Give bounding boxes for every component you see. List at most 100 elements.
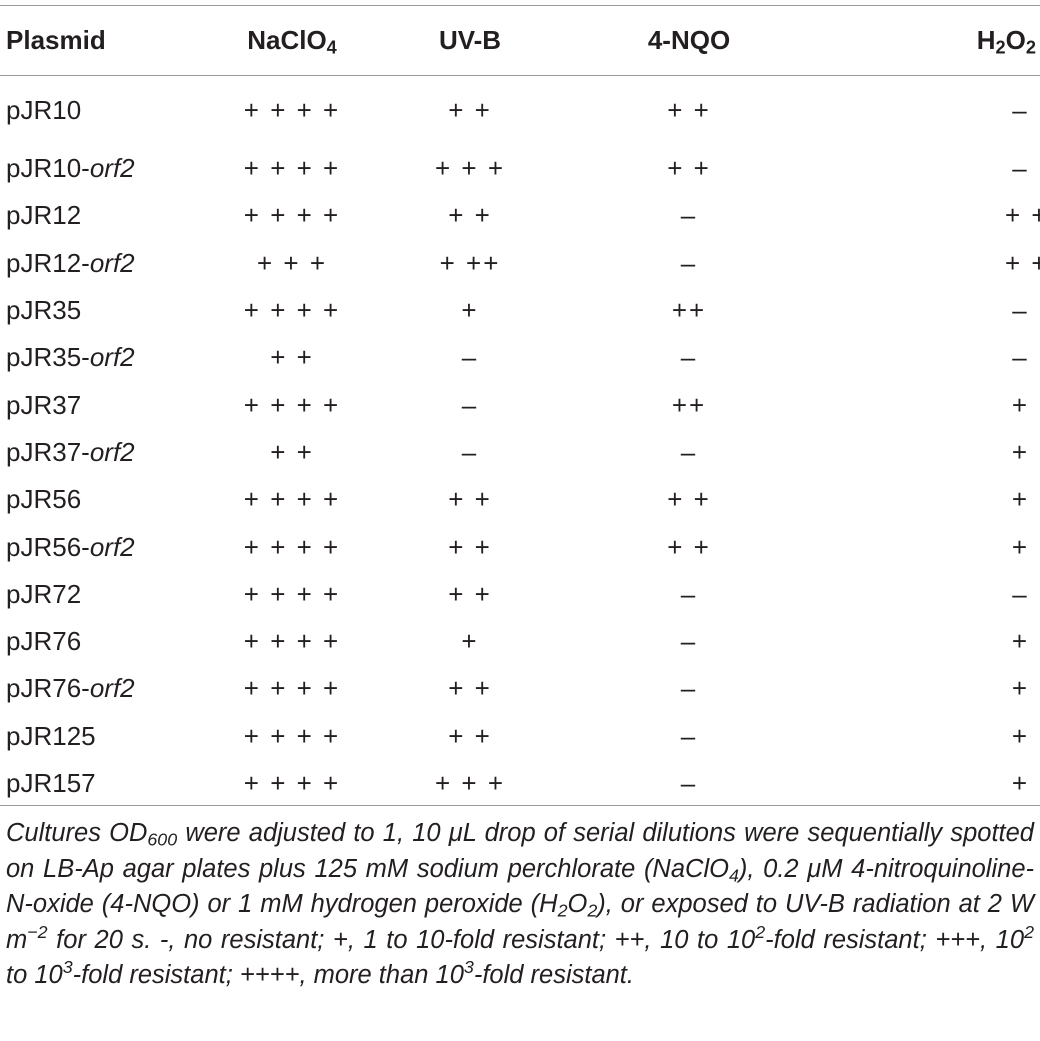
h2o2-cell: – xyxy=(1012,94,1029,125)
table-row: pJR76 + + + + + – + xyxy=(6,618,1036,665)
table-footnote: Cultures OD600 were adjusted to 1, 10 μL… xyxy=(6,819,1034,989)
h2o2-cell: – xyxy=(1012,578,1029,609)
header-row: Plasmid NaClO4 UV-B 4-NQO H2O2 xyxy=(6,6,1036,75)
uvb-cell: + + xyxy=(448,94,492,125)
naclo4-cell: + + + xyxy=(257,247,327,278)
table-row: pJR10 + + + + + + + + – xyxy=(6,75,1036,145)
h2o2-cell: + xyxy=(1011,436,1030,467)
nqo-cell: – xyxy=(680,436,698,467)
h2o2-cell: + xyxy=(1011,531,1030,562)
naclo4-cell: + + + + xyxy=(243,626,341,657)
nqo-cell: ++ xyxy=(671,295,707,326)
uvb-cell: + + + xyxy=(435,768,505,798)
uvb-cell: + + xyxy=(448,484,492,515)
nqo-cell: – xyxy=(680,247,698,278)
h2o2-cell: + xyxy=(1011,768,1030,798)
h2o2-cell: + xyxy=(1011,626,1030,657)
header-4nqo: 4-NQO xyxy=(647,25,731,55)
plasmid-cell: pJR12 xyxy=(6,200,82,231)
table-row: pJR72 + + + + + + – – xyxy=(6,571,1036,618)
uvb-cell: + xyxy=(461,626,479,657)
naclo4-cell: + + + + xyxy=(243,200,341,231)
uvb-cell: + + xyxy=(448,578,492,609)
plasmid-cell: pJR35-orf2 xyxy=(6,342,135,373)
naclo4-cell: + + + + xyxy=(243,295,341,326)
naclo4-cell: + + + + xyxy=(243,531,341,562)
h2o2-cell: + + xyxy=(1005,200,1040,231)
table-row: pJR37-orf2 + + – – + xyxy=(6,429,1036,476)
table-row: pJR35-orf2 + + – – – xyxy=(6,334,1036,381)
plasmid-cell: pJR76-orf2 xyxy=(6,673,135,704)
h2o2-cell: + xyxy=(1011,389,1030,420)
header-plasmid: Plasmid xyxy=(6,25,106,55)
plasmid-cell: pJR56-orf2 xyxy=(6,531,135,562)
resistance-table: Plasmid NaClO4 UV-B 4-NQO H2O2 pJR10 + + … xyxy=(6,6,1040,807)
uvb-cell: + + xyxy=(448,720,492,751)
h2o2-cell: – xyxy=(1012,342,1029,373)
uvb-cell: + + xyxy=(448,673,492,704)
header-uvb: UV-B xyxy=(438,25,502,55)
nqo-cell: + + xyxy=(667,531,711,562)
header-h2o2: H2O2 xyxy=(976,25,1036,58)
table-row: pJR76-orf2 + + + + + + – + xyxy=(6,665,1036,712)
h2o2-cell: + xyxy=(1011,720,1030,751)
h2o2-cell: – xyxy=(1012,153,1029,184)
nqo-cell: – xyxy=(680,200,698,231)
plasmid-cell: pJR56 xyxy=(6,484,82,515)
nqo-cell: + + xyxy=(667,153,711,184)
uvb-cell: – xyxy=(461,389,479,420)
uvb-cell: + xyxy=(461,295,479,326)
table-body: pJR10 + + + + + + + + – pJR10-orf2 + + + + + + … xyxy=(6,75,1040,807)
table-row: pJR125 + + + + + + – + xyxy=(6,713,1036,760)
naclo4-cell: + + + + xyxy=(243,389,341,420)
naclo4-cell: + + + + xyxy=(243,673,341,704)
plasmid-cell: pJR76 xyxy=(6,626,82,657)
uvb-cell: + + + xyxy=(435,153,505,184)
plasmid-cell: pJR72 xyxy=(6,578,82,609)
table-row: pJR56 + + + + + + + + + xyxy=(6,476,1036,523)
h2o2-cell: + + xyxy=(1005,247,1040,278)
h2o2-cell: + xyxy=(1011,673,1030,704)
table-row: pJR56-orf2 + + + + + + + + + xyxy=(6,523,1036,570)
uvb-cell: + ++ xyxy=(439,247,501,278)
plasmid-cell: pJR125 xyxy=(6,720,96,751)
plasmid-cell: pJR35 xyxy=(6,295,82,326)
nqo-cell: ++ xyxy=(671,389,707,420)
naclo4-cell: + + + + xyxy=(243,484,341,515)
nqo-cell: – xyxy=(680,673,698,704)
naclo4-cell: + + + + xyxy=(243,578,341,609)
bottom-rule xyxy=(0,805,1040,806)
h2o2-cell: – xyxy=(1012,295,1029,326)
table-row: pJR37 + + + + – ++ + xyxy=(6,381,1036,428)
nqo-cell: – xyxy=(680,342,698,373)
table-row: pJR157 + + + + + + + – + xyxy=(6,760,1036,807)
naclo4-cell: + + xyxy=(270,436,314,467)
uvb-cell: – xyxy=(461,436,479,467)
naclo4-cell: + + xyxy=(270,342,314,373)
top-rule xyxy=(0,5,1040,6)
naclo4-cell: + + + + xyxy=(243,720,341,751)
header-naclo4: NaClO4 xyxy=(247,25,337,58)
table-row: pJR10-orf2 + + + + + + + + + – xyxy=(6,145,1036,192)
plasmid-cell: pJR37 xyxy=(6,389,82,420)
uvb-cell: + + xyxy=(448,200,492,231)
nqo-cell: – xyxy=(680,720,698,751)
plasmid-cell: pJR10 xyxy=(6,94,82,125)
nqo-cell: + + xyxy=(667,484,711,515)
table-row: pJR12-orf2 + + + + ++ – + + xyxy=(6,240,1040,287)
nqo-cell: – xyxy=(680,578,698,609)
plasmid-cell: pJR12-orf2 xyxy=(6,247,135,278)
naclo4-cell: + + + + xyxy=(243,94,341,125)
naclo4-cell: + + + + xyxy=(243,768,341,798)
uvb-cell: – xyxy=(461,342,479,373)
table-row: pJR35 + + + + + ++ – xyxy=(6,287,1036,334)
nqo-cell: – xyxy=(680,626,698,657)
table-row: pJR12 + + + + + + – + + xyxy=(6,192,1040,239)
plasmid-cell: pJR157 xyxy=(6,768,96,798)
nqo-cell: + + xyxy=(667,94,711,125)
plasmid-cell: pJR37-orf2 xyxy=(6,436,135,467)
plasmid-cell: pJR10-orf2 xyxy=(6,153,135,184)
nqo-cell: – xyxy=(680,768,698,798)
naclo4-cell: + + + + xyxy=(243,153,341,184)
